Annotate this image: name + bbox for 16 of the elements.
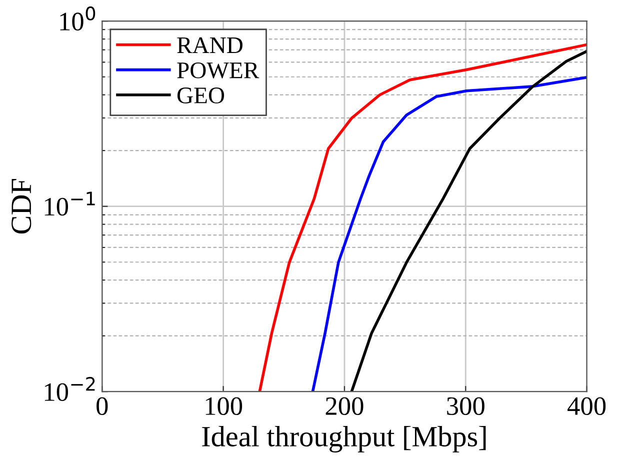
x-tick-label: 400 — [568, 397, 606, 416]
x-tick-label: 100 — [206, 397, 242, 416]
x-tick-label: 0 — [96, 397, 108, 416]
y-axis-title: CDF — [12, 179, 32, 234]
line-series — [258, 43, 587, 392]
line-series — [311, 76, 587, 392]
legend-label: GEO — [177, 88, 224, 104]
x-tick-label: 200 — [326, 397, 364, 416]
legend-label: RAND — [177, 37, 242, 54]
x-tick-label: 300 — [447, 397, 484, 416]
legend-label: POWER — [177, 62, 260, 78]
y-tick-label: 10$^{−2}$ — [44, 376, 95, 401]
line-series — [350, 50, 587, 392]
y-tick-label: 10$^{0}$ — [60, 6, 96, 30]
y-tick-label: 10$^{−1}$ — [44, 192, 95, 216]
x-axis-title: Ideal throughput [Mbps] — [202, 426, 486, 452]
